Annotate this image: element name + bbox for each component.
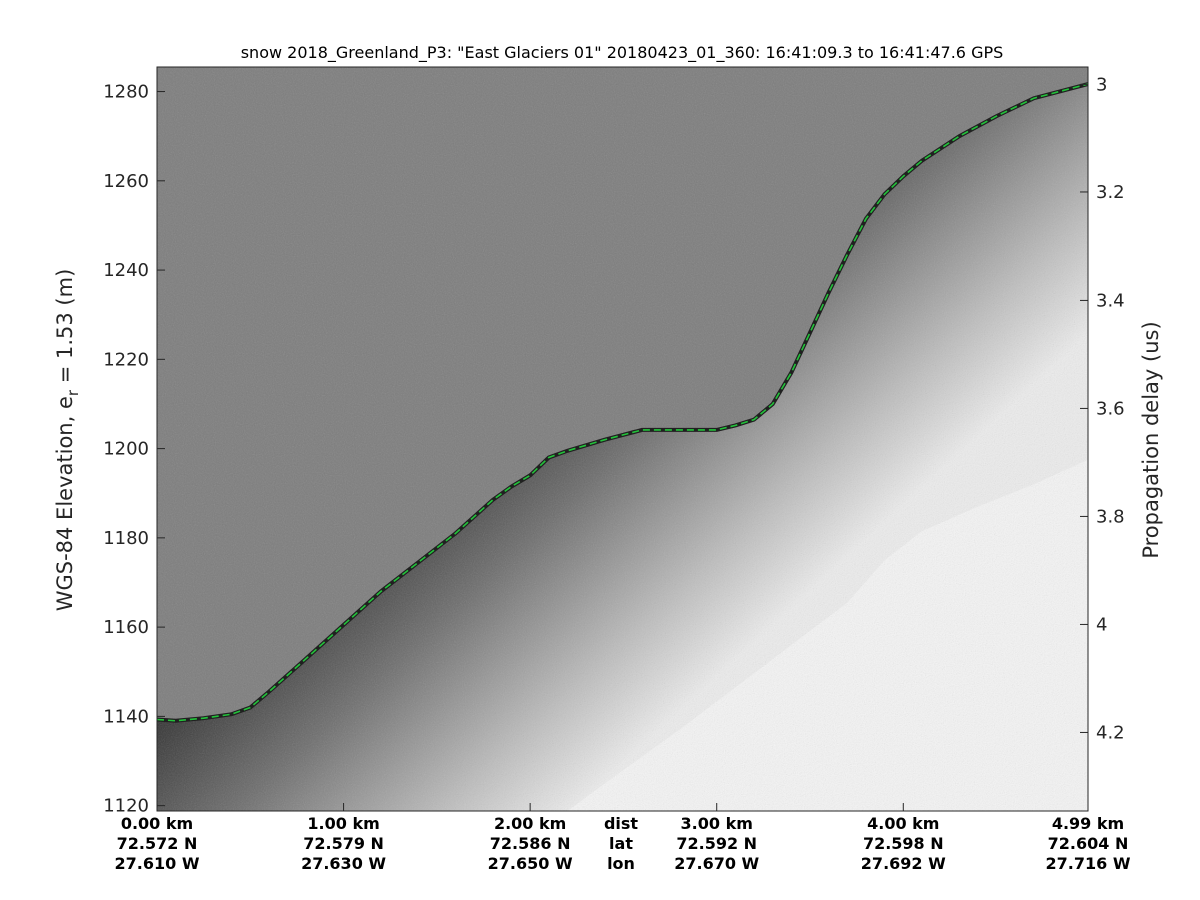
bottom-lon-label: 27.670 W	[674, 854, 759, 873]
bottom-lon-label: 27.716 W	[1046, 854, 1131, 873]
plot-frame	[156, 66, 1089, 812]
right-tick-label: 3.2	[1096, 182, 1125, 203]
left-tick-label: 1200	[103, 439, 149, 460]
right-axis: 3 3.2 3.4 3.6 3.8 4 4.2	[1080, 74, 1125, 743]
plot-area	[157, 67, 1088, 811]
speckle-noise	[157, 67, 1088, 811]
right-tick-label: 4.2	[1096, 722, 1125, 743]
row-header-lat: lat	[609, 834, 633, 853]
bottom-lat-label: 72.592 N	[676, 834, 757, 853]
bottom-lon-label: 27.630 W	[301, 854, 386, 873]
left-tick-label: 1140	[103, 706, 149, 727]
bottom-dist-label: 4.99 km	[1052, 814, 1124, 833]
left-tick-label: 1220	[103, 349, 149, 370]
bottom-lon-label: 27.692 W	[861, 854, 946, 873]
left-axis-label: WGS-84 Elevation, er = 1.53 (m)	[53, 269, 82, 612]
left-tick-label: 1120	[103, 796, 149, 817]
bottom-lat-label: 72.604 N	[1048, 834, 1129, 853]
left-axis: 1120 1140 1160 1180 1200 1220 1240 1260 1280	[103, 82, 165, 817]
bottom-dist-label: 0.00 km	[121, 814, 193, 833]
right-axis-label: Propagation delay (us)	[1139, 321, 1163, 558]
bottom-dist-label: 3.00 km	[681, 814, 753, 833]
right-tick-label: 3.8	[1096, 506, 1125, 527]
right-tick-label: 4	[1096, 614, 1107, 635]
left-axis-label-suffix: = 1.53 (m)	[53, 269, 77, 390]
left-tick-label: 1260	[103, 171, 149, 192]
left-tick-label: 1160	[103, 617, 149, 638]
left-axis-label-subscript: r	[64, 389, 82, 396]
bottom-lat-label: 72.598 N	[863, 834, 944, 853]
left-tick-label: 1280	[103, 82, 149, 103]
bottom-lat-label: 72.579 N	[303, 834, 384, 853]
bottom-lon-label: 27.610 W	[115, 854, 200, 873]
surface-dark-edge	[157, 82, 1088, 723]
bottom-lat-label: 72.572 N	[117, 834, 198, 853]
left-tick-label: 1180	[103, 528, 149, 549]
left-tick-label: 1240	[103, 260, 149, 281]
bottom-dist-label: 1.00 km	[307, 814, 379, 833]
bottom-dist-label: 2.00 km	[494, 814, 566, 833]
row-header-lon: lon	[607, 854, 635, 873]
bottom-dist-label: 4.00 km	[867, 814, 939, 833]
right-tick-label: 3	[1096, 74, 1107, 95]
bottom-lat-label: 72.586 N	[490, 834, 571, 853]
chart-title: snow 2018_Greenland_P3: "East Glaciers 0…	[241, 43, 1004, 63]
bottom-lon-label: 27.650 W	[488, 854, 573, 873]
right-tick-label: 3.4	[1096, 290, 1125, 311]
right-tick-label: 3.6	[1096, 398, 1125, 419]
row-header-dist: dist	[604, 814, 638, 833]
